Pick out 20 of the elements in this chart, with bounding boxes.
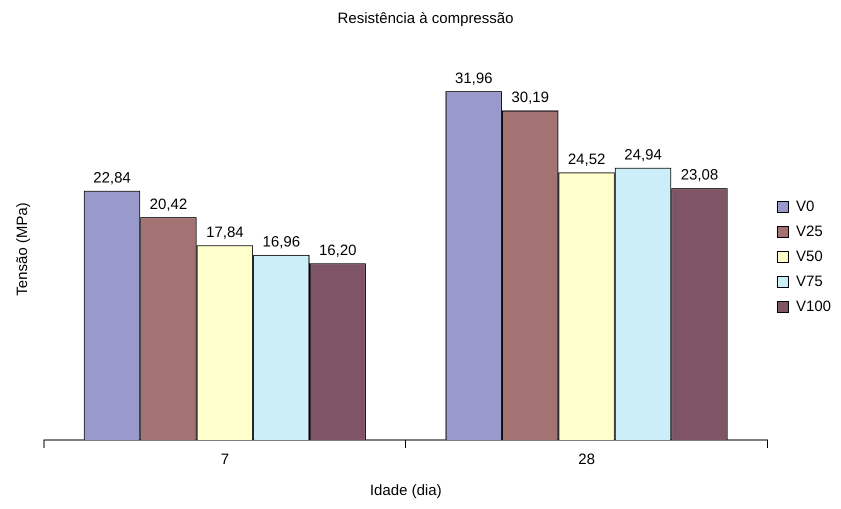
data-label: 31,96 bbox=[454, 70, 493, 87]
y-axis-title: Tensão (MPa) bbox=[14, 202, 32, 296]
data-label: 24,52 bbox=[568, 151, 606, 168]
data-label: 16,96 bbox=[262, 234, 300, 251]
legend-label: V50 bbox=[796, 248, 823, 266]
chart-title: Resistência à compressão bbox=[338, 10, 514, 28]
data-label: 22,84 bbox=[93, 169, 131, 186]
x-tick-label: 28 bbox=[578, 451, 595, 468]
data-label: 17,84 bbox=[206, 224, 244, 241]
data-label: 30,19 bbox=[511, 89, 549, 106]
legend-label: V75 bbox=[796, 273, 823, 290]
legend-label: V100 bbox=[796, 298, 832, 316]
data-label: 24,94 bbox=[624, 146, 662, 164]
data-label: 16,20 bbox=[318, 242, 356, 259]
legend-label: V25 bbox=[796, 223, 823, 240]
data-label: 23,08 bbox=[680, 166, 718, 184]
data-label: 20,42 bbox=[150, 196, 188, 213]
legend-label: V0 bbox=[796, 198, 814, 216]
x-axis-title: Idade (dia) bbox=[370, 482, 442, 500]
x-tick-label: 7 bbox=[220, 451, 230, 468]
